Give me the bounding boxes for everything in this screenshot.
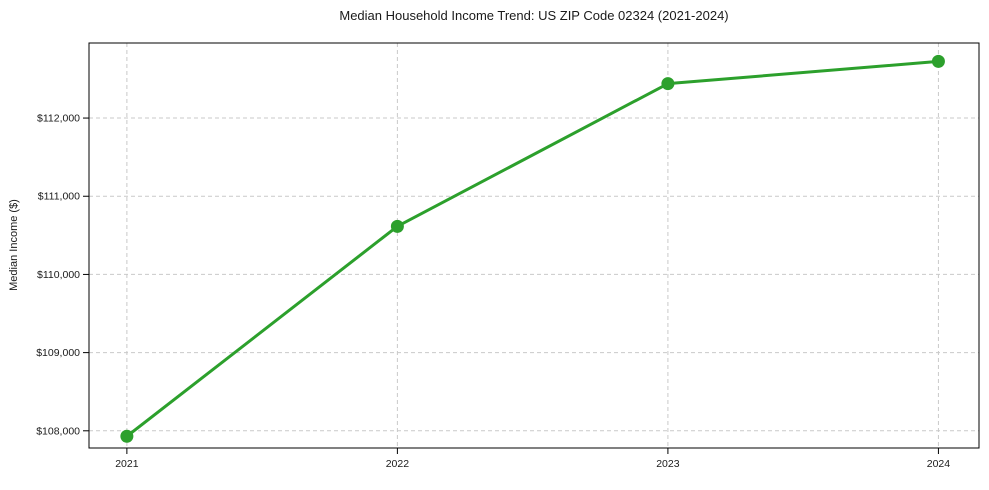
y-tick-label: $112,000 (37, 113, 80, 125)
data-point-marker (661, 77, 675, 91)
trend-line (125, 59, 940, 438)
data-point-marker (931, 54, 945, 68)
data-point-marker (390, 219, 404, 233)
plot-border (88, 42, 980, 449)
x-tick-label: 2024 (927, 458, 951, 470)
chart-title: Median Household Income Trend: US ZIP Co… (339, 8, 729, 23)
x-tick-label: 2023 (656, 458, 680, 470)
y-tick-label: $108,000 (36, 425, 80, 437)
y-tick-label: $111,000 (38, 191, 80, 203)
y-tick-label: $109,000 (36, 347, 80, 359)
x-tick-label: 2022 (386, 458, 410, 470)
x-tick-label: 2021 (115, 458, 139, 470)
y-tick-label: $110,000 (37, 269, 80, 281)
data-point-marker (120, 429, 134, 443)
